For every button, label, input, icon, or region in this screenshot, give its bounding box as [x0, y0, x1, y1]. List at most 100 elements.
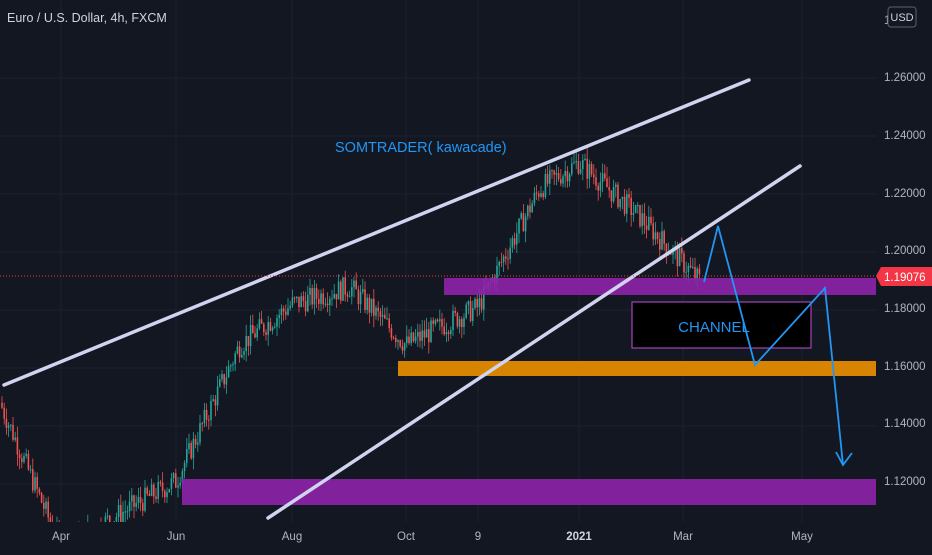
candle-body — [480, 298, 483, 310]
candle-body — [344, 277, 346, 295]
candle-body — [650, 216, 652, 224]
candle-body — [14, 437, 16, 440]
candle-body — [137, 497, 140, 503]
candle-body — [408, 336, 410, 344]
zone-orange[interactable] — [398, 361, 876, 376]
candle-body — [652, 223, 654, 240]
candle-body — [45, 501, 47, 509]
candle-body — [357, 289, 360, 305]
candle-body — [181, 471, 184, 484]
candle-body — [434, 319, 437, 324]
candle-body — [234, 353, 236, 365]
channel-box[interactable] — [631, 301, 812, 349]
candle-body — [463, 317, 465, 328]
candle-body — [199, 423, 201, 443]
candle-body — [201, 423, 203, 425]
candle-body — [403, 343, 406, 351]
currency-button-bg[interactable] — [887, 6, 917, 28]
candle-body — [500, 262, 503, 264]
upper-trendline[interactable] — [2, 78, 751, 387]
lower-trendline[interactable] — [266, 164, 802, 520]
candle-body — [216, 386, 219, 406]
candle-body — [47, 501, 49, 518]
candle-body — [282, 308, 285, 312]
candle-body — [593, 174, 595, 178]
candle-body — [362, 289, 364, 292]
candle-body — [564, 171, 566, 177]
candle-body — [553, 170, 555, 175]
candle-body — [595, 177, 597, 186]
candle-body — [10, 424, 12, 426]
time-axis-label: Mar — [673, 531, 693, 543]
candle-body — [390, 328, 393, 338]
candle-body — [522, 213, 525, 232]
price-axis-label: 1.22000 — [884, 188, 926, 200]
candle-body — [670, 253, 672, 255]
candle-body — [153, 484, 155, 497]
candle-body — [483, 285, 485, 310]
candle-body — [183, 462, 186, 472]
candle-body — [454, 310, 456, 313]
candle-body — [441, 319, 443, 327]
time-axis-label: Aug — [282, 531, 302, 543]
zone-purple-upper[interactable] — [444, 278, 876, 295]
candle-body — [370, 298, 373, 313]
candle-body — [612, 187, 615, 202]
candle-body — [557, 173, 560, 180]
candle-body — [368, 297, 371, 313]
candle-body — [29, 469, 32, 471]
candle-body — [430, 320, 432, 343]
candle-body — [419, 331, 421, 341]
candle-body — [615, 184, 617, 188]
current-price-badge-bg — [876, 267, 932, 286]
zone-purple-lower[interactable] — [182, 479, 876, 505]
candle-body — [340, 281, 342, 301]
author-annotation: SOMTRADER( kawacade) — [335, 140, 507, 156]
candle-body — [507, 258, 509, 260]
candle-body — [546, 173, 549, 184]
candle-body — [377, 307, 379, 312]
candle-body — [582, 160, 584, 170]
candle-body — [516, 233, 518, 245]
candle-body — [274, 326, 276, 328]
candle-body — [637, 205, 639, 207]
candle-body — [236, 346, 239, 354]
candle-body — [465, 304, 467, 318]
candle-body — [232, 364, 234, 366]
candle-body — [678, 248, 681, 267]
candle-body — [648, 216, 650, 230]
candle-body — [249, 325, 252, 346]
candles — [1, 148, 701, 522]
currency-button[interactable]: USD — [887, 6, 917, 28]
candle-body — [18, 454, 21, 459]
projection-path[interactable] — [703, 225, 844, 466]
candle-body — [590, 163, 593, 175]
candle-body — [456, 312, 459, 327]
candle-body — [34, 477, 36, 491]
candle-body — [120, 504, 122, 522]
candle-body — [36, 477, 38, 489]
candle-body — [203, 409, 206, 424]
candle-body — [197, 442, 199, 445]
candle-body — [241, 354, 243, 358]
candle-body — [359, 291, 362, 305]
candle-body — [168, 488, 170, 493]
candle-body — [313, 288, 316, 305]
candle-body — [322, 293, 324, 305]
candle-body — [144, 487, 146, 511]
candle-body — [687, 265, 690, 272]
candle-body — [685, 271, 687, 273]
candle-body — [571, 163, 573, 175]
candle-body — [331, 298, 333, 300]
candle-body — [353, 280, 355, 288]
candle-body — [192, 438, 195, 459]
candle-body — [509, 247, 511, 259]
candle-body — [443, 326, 445, 335]
candle-body — [461, 319, 463, 328]
candle-body — [610, 190, 613, 202]
candle-body — [597, 185, 599, 191]
candle-body — [142, 502, 144, 511]
candle-body — [406, 336, 408, 344]
